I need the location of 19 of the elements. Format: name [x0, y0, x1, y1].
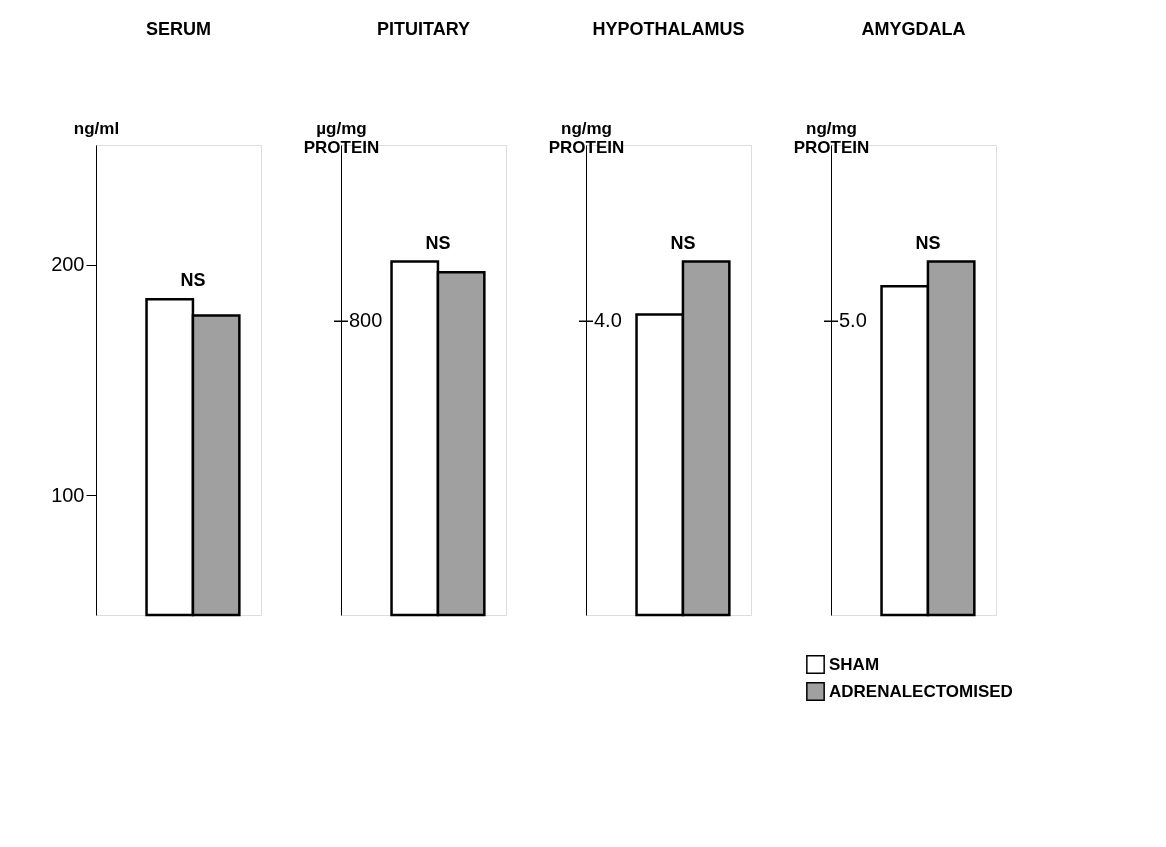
- legend-label: ADRENALECTOMISED: [829, 681, 1013, 701]
- y-axis-title: µg/mg PROTEIN: [303, 118, 380, 157]
- chart-title: HYPOTHALAMUS: [592, 19, 745, 39]
- annotation: 4.0: [594, 309, 622, 332]
- annotation: 5.0: [839, 309, 867, 332]
- chart-title: PITUITARY: [377, 19, 470, 39]
- y-axis-title: ng/mg PROTEIN: [793, 118, 870, 157]
- y-tick-label: 200: [51, 253, 85, 276]
- y-axis-title: ng/ml: [73, 118, 120, 138]
- chart-title: AMYGDALA: [861, 19, 966, 39]
- annotation: 800: [349, 309, 383, 332]
- text: NS: [915, 232, 941, 253]
- text: NS: [425, 232, 451, 253]
- annotation: NS: [180, 270, 206, 291]
- text: NS: [670, 232, 696, 253]
- legend-label: SHAM: [829, 654, 880, 674]
- chart-title: SERUM: [145, 19, 212, 39]
- y-tick-label: 100: [51, 483, 85, 506]
- y-axis-title: ng/mg PROTEIN: [548, 118, 625, 157]
